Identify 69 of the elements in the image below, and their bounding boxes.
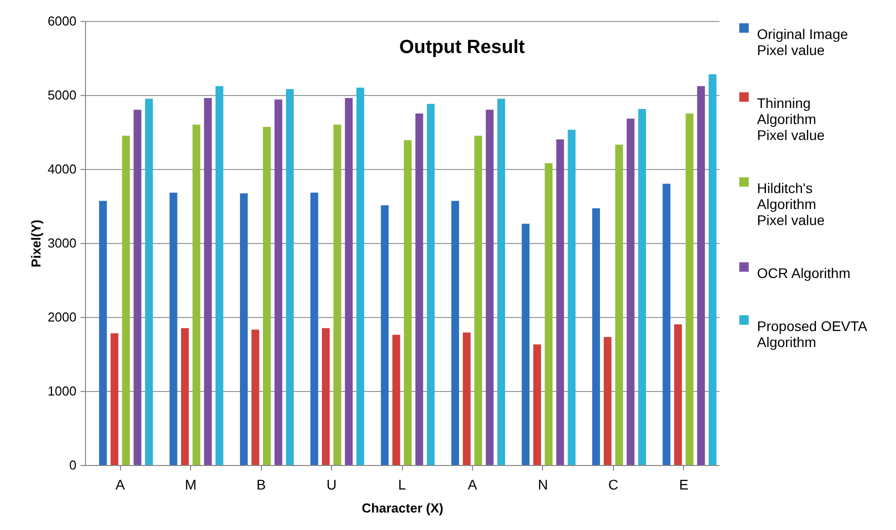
x-tick-label: B <box>256 476 266 492</box>
bar <box>134 110 142 465</box>
bar <box>392 334 400 465</box>
bar <box>240 193 248 465</box>
legend-label: Original Image Pixel value <box>757 26 848 58</box>
bar <box>568 130 576 465</box>
bar <box>638 109 646 465</box>
y-axis-title: Pixel(Y) <box>28 220 44 268</box>
bar <box>145 98 153 465</box>
legend-label: OCR Algorithm <box>757 265 850 281</box>
bar <box>333 124 342 465</box>
x-tick-label: A <box>116 476 126 492</box>
bar <box>697 86 705 465</box>
bar <box>415 114 424 465</box>
x-tick-label: N <box>538 476 548 492</box>
x-tick-label: A <box>468 476 478 492</box>
bar <box>522 224 530 465</box>
bar <box>344 98 353 465</box>
text: Output Result <box>399 37 526 58</box>
bar <box>686 114 694 465</box>
y-tick-label: 2000 <box>48 310 76 324</box>
y-tick-label: 1000 <box>48 384 76 398</box>
x-tick-label: U <box>326 476 337 492</box>
bar <box>170 192 178 465</box>
bar <box>181 328 189 465</box>
x-axis-title: Character (X) <box>362 500 444 516</box>
bar <box>708 74 716 465</box>
x-tick-label: M <box>184 476 197 492</box>
bar <box>604 336 612 465</box>
bar <box>99 200 107 465</box>
bar <box>544 163 553 465</box>
bar <box>251 330 260 465</box>
bar <box>216 86 224 465</box>
bar <box>662 184 670 465</box>
x-tick-label: C <box>608 476 618 492</box>
bar <box>533 344 542 465</box>
y-tick-label: 6000 <box>48 14 76 28</box>
bar <box>262 126 271 465</box>
legend-label: Hilditch's Algorithm Pixel value <box>757 180 825 228</box>
bar <box>592 208 600 465</box>
bar <box>322 328 330 465</box>
bar <box>110 333 118 465</box>
bar <box>474 136 482 465</box>
y-tick-label: 3000 <box>48 236 76 250</box>
bar <box>486 110 494 465</box>
bar <box>674 324 682 465</box>
bar <box>404 140 412 465</box>
y-tick-label: 0 <box>69 458 76 472</box>
bar <box>462 332 471 465</box>
bar <box>497 98 506 465</box>
bar <box>192 124 200 465</box>
bar <box>356 88 364 465</box>
bar <box>451 200 460 465</box>
bar <box>274 99 282 465</box>
bar <box>286 89 294 465</box>
bar <box>615 144 623 465</box>
y-tick-label: 4000 <box>48 162 76 176</box>
bar <box>310 192 318 465</box>
legend-label: Thinning Algorithm Pixel value <box>757 95 825 143</box>
bar <box>626 118 634 465</box>
legend-label: Proposed OEVTA Algorithm <box>757 318 868 350</box>
x-tick-label: E <box>679 476 688 492</box>
bar <box>122 136 130 465</box>
bar <box>204 98 212 465</box>
bar <box>426 104 435 465</box>
y-tick-label: 5000 <box>48 88 76 102</box>
bar <box>380 205 389 465</box>
x-tick-label: L <box>398 476 406 492</box>
bar <box>556 139 564 465</box>
